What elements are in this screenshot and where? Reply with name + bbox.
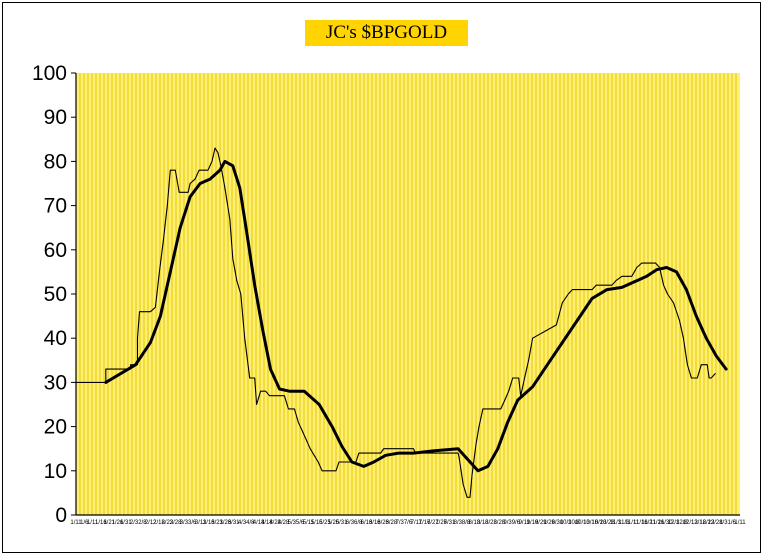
x-tick-label: 11/26 (650, 520, 665, 526)
x-tick-label: 9/30 (552, 520, 564, 526)
x-tick-label: 3/11 (195, 520, 207, 526)
series-line-smoothed (104, 159, 728, 473)
x-tick-label: 1/6 (728, 520, 737, 526)
x-tick-label: 10/13 (575, 520, 591, 526)
y-tick-label: 20 (44, 416, 67, 439)
x-tick-label: 12/28 (708, 520, 724, 526)
x-tick-label: 12/23 (699, 520, 715, 526)
x-tick-label: 11/6 (618, 520, 630, 526)
x-tick-label: 1/26 (112, 520, 124, 526)
y-tick-label: 30 (44, 371, 67, 394)
x-tick-label: 7/6 (404, 520, 413, 526)
y-tick-label: 100 (32, 62, 67, 85)
x-tick-label: 5/6 (296, 520, 305, 526)
x-tick-label: 10/8 (568, 520, 580, 526)
x-tick-label: 1/11 (87, 520, 99, 526)
x-tick-label: 6/28 (386, 520, 398, 526)
y-tick-label: 60 (44, 239, 67, 262)
x-tick-label: 5/31 (336, 520, 348, 526)
x-tick-label: 10/28 (600, 520, 616, 526)
x-tick-label: 11/30 (658, 520, 673, 526)
x-tick-label: 6/8 (354, 520, 363, 526)
x-tick-label: 11/16 (633, 520, 648, 526)
x-tick-label: 8/18 (477, 520, 489, 526)
x-tick-label: 8/8 (462, 520, 471, 526)
x-tick-label: 12/8 (676, 520, 688, 526)
x-tick-label: 1/31 (120, 520, 132, 526)
x-tick-label: 10/3 (560, 520, 572, 526)
x-tick-label: 9/3 (503, 520, 512, 526)
x-tick-label: 6/3 (346, 520, 355, 526)
x-tick-label: 12/13 (683, 520, 699, 526)
x-tick-label: 3/31 (228, 520, 240, 526)
x-tick-label: 2/28 (170, 520, 182, 526)
x-tick-label: 8/23 (485, 520, 497, 526)
x-tick-label: 4/23 (269, 520, 281, 526)
x-tick-label: 5/11 (303, 520, 315, 526)
x-tick-label: 10/18 (583, 520, 599, 526)
chart-title: JC's $BPGOLD (305, 20, 468, 46)
x-tick-label: 4/13 (253, 520, 265, 526)
x-tick-label: 7/16 (419, 520, 431, 526)
x-tick-label: 5/16 (311, 520, 323, 526)
x-tick-label: 9/16 (527, 520, 539, 526)
x-tick-label: 1/16 (95, 520, 107, 526)
x-tick-label: 5/3 (288, 520, 297, 526)
x-tick-label: 11/3 (610, 520, 622, 526)
y-tick-label: 80 (44, 150, 67, 173)
y-tick-label: 40 (44, 327, 67, 350)
x-tick-label: 7/11 (411, 520, 423, 526)
x-tick-label: 11/21 (641, 520, 656, 526)
x-tick-label: 7/3 (396, 520, 405, 526)
y-tick-label: 50 (44, 283, 67, 306)
x-tick-label: 7/31 (444, 520, 456, 526)
x-tick-label: 6/13 (361, 520, 373, 526)
x-tick-label: 7/21 (427, 520, 439, 526)
x-tick-label: 5/26 (327, 520, 339, 526)
y-tick-label: 10 (44, 460, 67, 483)
x-tick-label: 12/3 (668, 520, 680, 526)
x-tick-label: 4/28 (278, 520, 290, 526)
x-tick-label: 8/28 (493, 520, 505, 526)
x-tick-label: 2/23 (161, 520, 173, 526)
y-tick-label: 70 (44, 195, 67, 218)
x-tick-label: 1/6 (80, 520, 89, 526)
x-tick-label: 2/3 (130, 520, 139, 526)
x-tick-label: 8/3 (454, 520, 463, 526)
x-tick-label: 3/21 (211, 520, 223, 526)
x-tick-label: 2/18 (153, 520, 165, 526)
x-tick-label: 5/21 (319, 520, 331, 526)
series-line-raw (75, 147, 716, 498)
x-tick-label: 10/23 (591, 520, 607, 526)
x-tick-label: 6/18 (369, 520, 381, 526)
x-tick-label: 11/11 (625, 520, 640, 526)
x-tick-label: 9/21 (535, 520, 547, 526)
x-tick-label: 3/26 (220, 520, 232, 526)
y-tick-label: 0 (55, 504, 67, 527)
x-tick-label: 1/3 (719, 520, 728, 526)
x-tick-label: 3/16 (203, 520, 215, 526)
x-tick-label: 1/11 (70, 520, 82, 526)
x-tick-label: 1/11 (734, 520, 746, 526)
x-tick-label: 2/8 (138, 520, 147, 526)
x-tick-label: 9/6 (512, 520, 521, 526)
x-tick-label: 3/3 (180, 520, 189, 526)
x-tick-label: 4/3 (238, 520, 247, 526)
x-tick-label: 8/13 (469, 520, 481, 526)
y-tick-label: 90 (44, 106, 67, 129)
x-tick-label: 12/18 (691, 520, 707, 526)
x-tick-label: 3/6 (188, 520, 197, 526)
x-tick-label: 2/12 (145, 520, 157, 526)
x-tick-label: 9/11 (519, 520, 531, 526)
x-tick-label: 4/8 (246, 520, 255, 526)
x-tick-label: 7/26 (435, 520, 447, 526)
x-tick-label: 1/21 (103, 520, 115, 526)
x-tick-label: 6/23 (377, 520, 389, 526)
x-tick-label: 4/18 (261, 520, 273, 526)
x-tick-label: 9/26 (543, 520, 555, 526)
